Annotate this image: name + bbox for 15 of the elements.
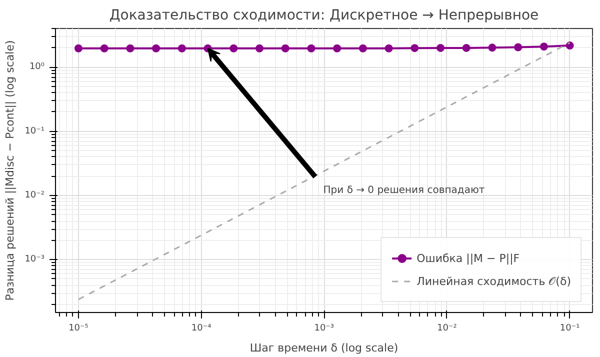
x-tick-label: 10⁻⁵ [68, 324, 89, 334]
x-tick-label: 10⁻¹ [560, 324, 580, 334]
y-tick-label: 10⁻³ [24, 254, 45, 265]
x-tick-label: 10⁻³ [314, 324, 334, 334]
chart-title: Доказательство сходимости: Дискретное → Непрерывное [109, 8, 539, 24]
annotation: При δ → 0 решения совпадают [323, 185, 485, 196]
y-tick-label: 10⁰ [29, 62, 45, 72]
y-axis-title: Разница решений ||Mdisc − Pcont|| (log scale) [4, 40, 17, 301]
legend-label: Линейная сходимость 𝒪(δ) [416, 274, 571, 288]
y-tick-label: 10⁻² [24, 190, 45, 200]
x-axis-title: Шаг времени δ (log scale) [250, 342, 398, 354]
x-tick-label: 10⁻² [437, 324, 458, 334]
legend-label: Ошибка ||M − P||F [416, 252, 520, 264]
x-tick-label: 10⁻⁴ [191, 324, 212, 334]
y-tick-label: 10⁻¹ [24, 126, 45, 136]
